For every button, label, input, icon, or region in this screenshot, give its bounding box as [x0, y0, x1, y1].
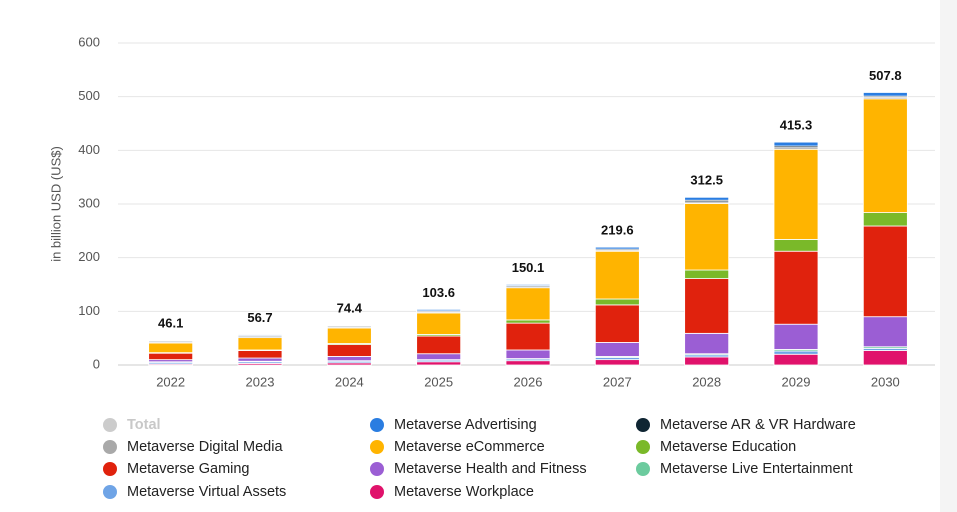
legend-marker: [636, 462, 650, 476]
x-tick-label: 2022: [156, 374, 185, 389]
bar-segment: [684, 332, 730, 355]
legend-label: Metaverse Health and Fitness: [394, 461, 587, 477]
bar-segment: [237, 357, 283, 362]
bar-segment: [862, 316, 908, 348]
legend-marker: [370, 462, 384, 476]
bar-segment: [684, 278, 730, 334]
y-tick-label: 500: [78, 88, 100, 103]
legend-label: Metaverse eCommerce: [394, 439, 545, 455]
bar-segment: [505, 319, 551, 324]
total-label: 46.1: [158, 316, 183, 331]
x-tick-label: 2023: [246, 374, 275, 389]
legend-marker: [103, 418, 117, 432]
bar-segment: [862, 92, 908, 97]
total-label: 103.6: [422, 285, 455, 300]
bar-segment: [773, 148, 819, 240]
bar-segment: [505, 287, 551, 321]
bar-segment: [594, 250, 640, 300]
bar-segment: [684, 269, 730, 279]
legend-label: Total: [127, 417, 161, 433]
bar-segment: [505, 360, 551, 366]
y-axis-label: in billion USD (US$): [48, 146, 63, 262]
bar-segment: [594, 304, 640, 343]
total-label: 150.1: [512, 260, 545, 275]
bar-segment: [594, 298, 640, 306]
bar-segment: [148, 352, 194, 361]
total-label: 312.5: [690, 173, 723, 188]
legend-marker: [103, 485, 117, 499]
x-tick-label: 2029: [782, 374, 811, 389]
total-label: 219.6: [601, 223, 634, 238]
bar-segment: [773, 323, 819, 350]
legend-label: Metaverse Live Entertainment: [660, 461, 853, 477]
y-tick-label: 400: [78, 142, 100, 157]
bar-segment: [505, 322, 551, 351]
y-tick-label: 0: [93, 356, 100, 371]
bar-segment: [237, 337, 283, 351]
legend-marker: [370, 440, 384, 454]
bar-segment: [594, 359, 640, 366]
bar-segment: [148, 339, 194, 342]
total-label: 56.7: [247, 310, 272, 325]
y-tick-label: 600: [78, 34, 100, 49]
x-tick-label: 2030: [871, 374, 900, 389]
legend-label: Metaverse Advertising: [394, 417, 537, 433]
legend-marker: [370, 485, 384, 499]
bar-segment: [862, 225, 908, 318]
bar-segment: [684, 203, 730, 271]
y-tick-label: 200: [78, 249, 100, 264]
y-tick-label: 100: [78, 303, 100, 318]
total-label: 415.3: [780, 118, 813, 133]
bar-segment: [773, 353, 819, 366]
legend-marker: [370, 418, 384, 432]
bar-segment: [684, 356, 730, 366]
bar-segment: [505, 349, 551, 359]
bar-segment: [326, 356, 372, 362]
bar-segment: [862, 98, 908, 213]
legend-marker: [636, 440, 650, 454]
bar-segment: [326, 344, 372, 357]
bar-segment: [237, 350, 283, 359]
legend-label: Metaverse AR & VR Hardware: [660, 417, 856, 433]
bar-segment: [416, 361, 462, 366]
y-tick-label: 300: [78, 195, 100, 210]
bar-segment: [326, 324, 372, 327]
legend-marker: [103, 462, 117, 476]
legend-label: Metaverse Digital Media: [127, 439, 283, 455]
legend-marker: [103, 440, 117, 454]
x-tick-label: 2025: [424, 374, 453, 389]
bar-segment: [594, 342, 640, 357]
total-label: 74.4: [337, 301, 363, 316]
bar-segment: [237, 334, 283, 336]
bar-segment: [416, 309, 462, 312]
legend-label: Metaverse Gaming: [127, 461, 250, 477]
bar-segment: [505, 284, 551, 286]
bar-segment: [416, 335, 462, 355]
bar-segment: [148, 342, 194, 354]
bar-segment: [862, 212, 908, 227]
legend-label: Metaverse Virtual Assets: [127, 484, 286, 500]
x-tick-label: 2027: [603, 374, 632, 389]
x-tick-label: 2024: [335, 374, 364, 389]
legend-label: Metaverse Workplace: [394, 484, 534, 500]
bar-segment: [594, 246, 640, 250]
legend-label: Metaverse Education: [660, 439, 796, 455]
x-tick-label: 2028: [692, 374, 721, 389]
total-label: 507.8: [869, 68, 902, 83]
bar-segment: [773, 239, 819, 252]
bar-segment: [326, 327, 372, 344]
bar-segment: [773, 250, 819, 325]
x-tick-label: 2026: [514, 374, 543, 389]
legend-marker: [636, 418, 650, 432]
bar-segment: [773, 141, 819, 147]
bar-segment: [773, 350, 819, 355]
bar-segment: [862, 350, 908, 366]
bar-segment: [684, 196, 730, 201]
side-strip: [940, 0, 957, 512]
bar-segment: [416, 312, 462, 335]
bar-segment: [416, 353, 462, 361]
